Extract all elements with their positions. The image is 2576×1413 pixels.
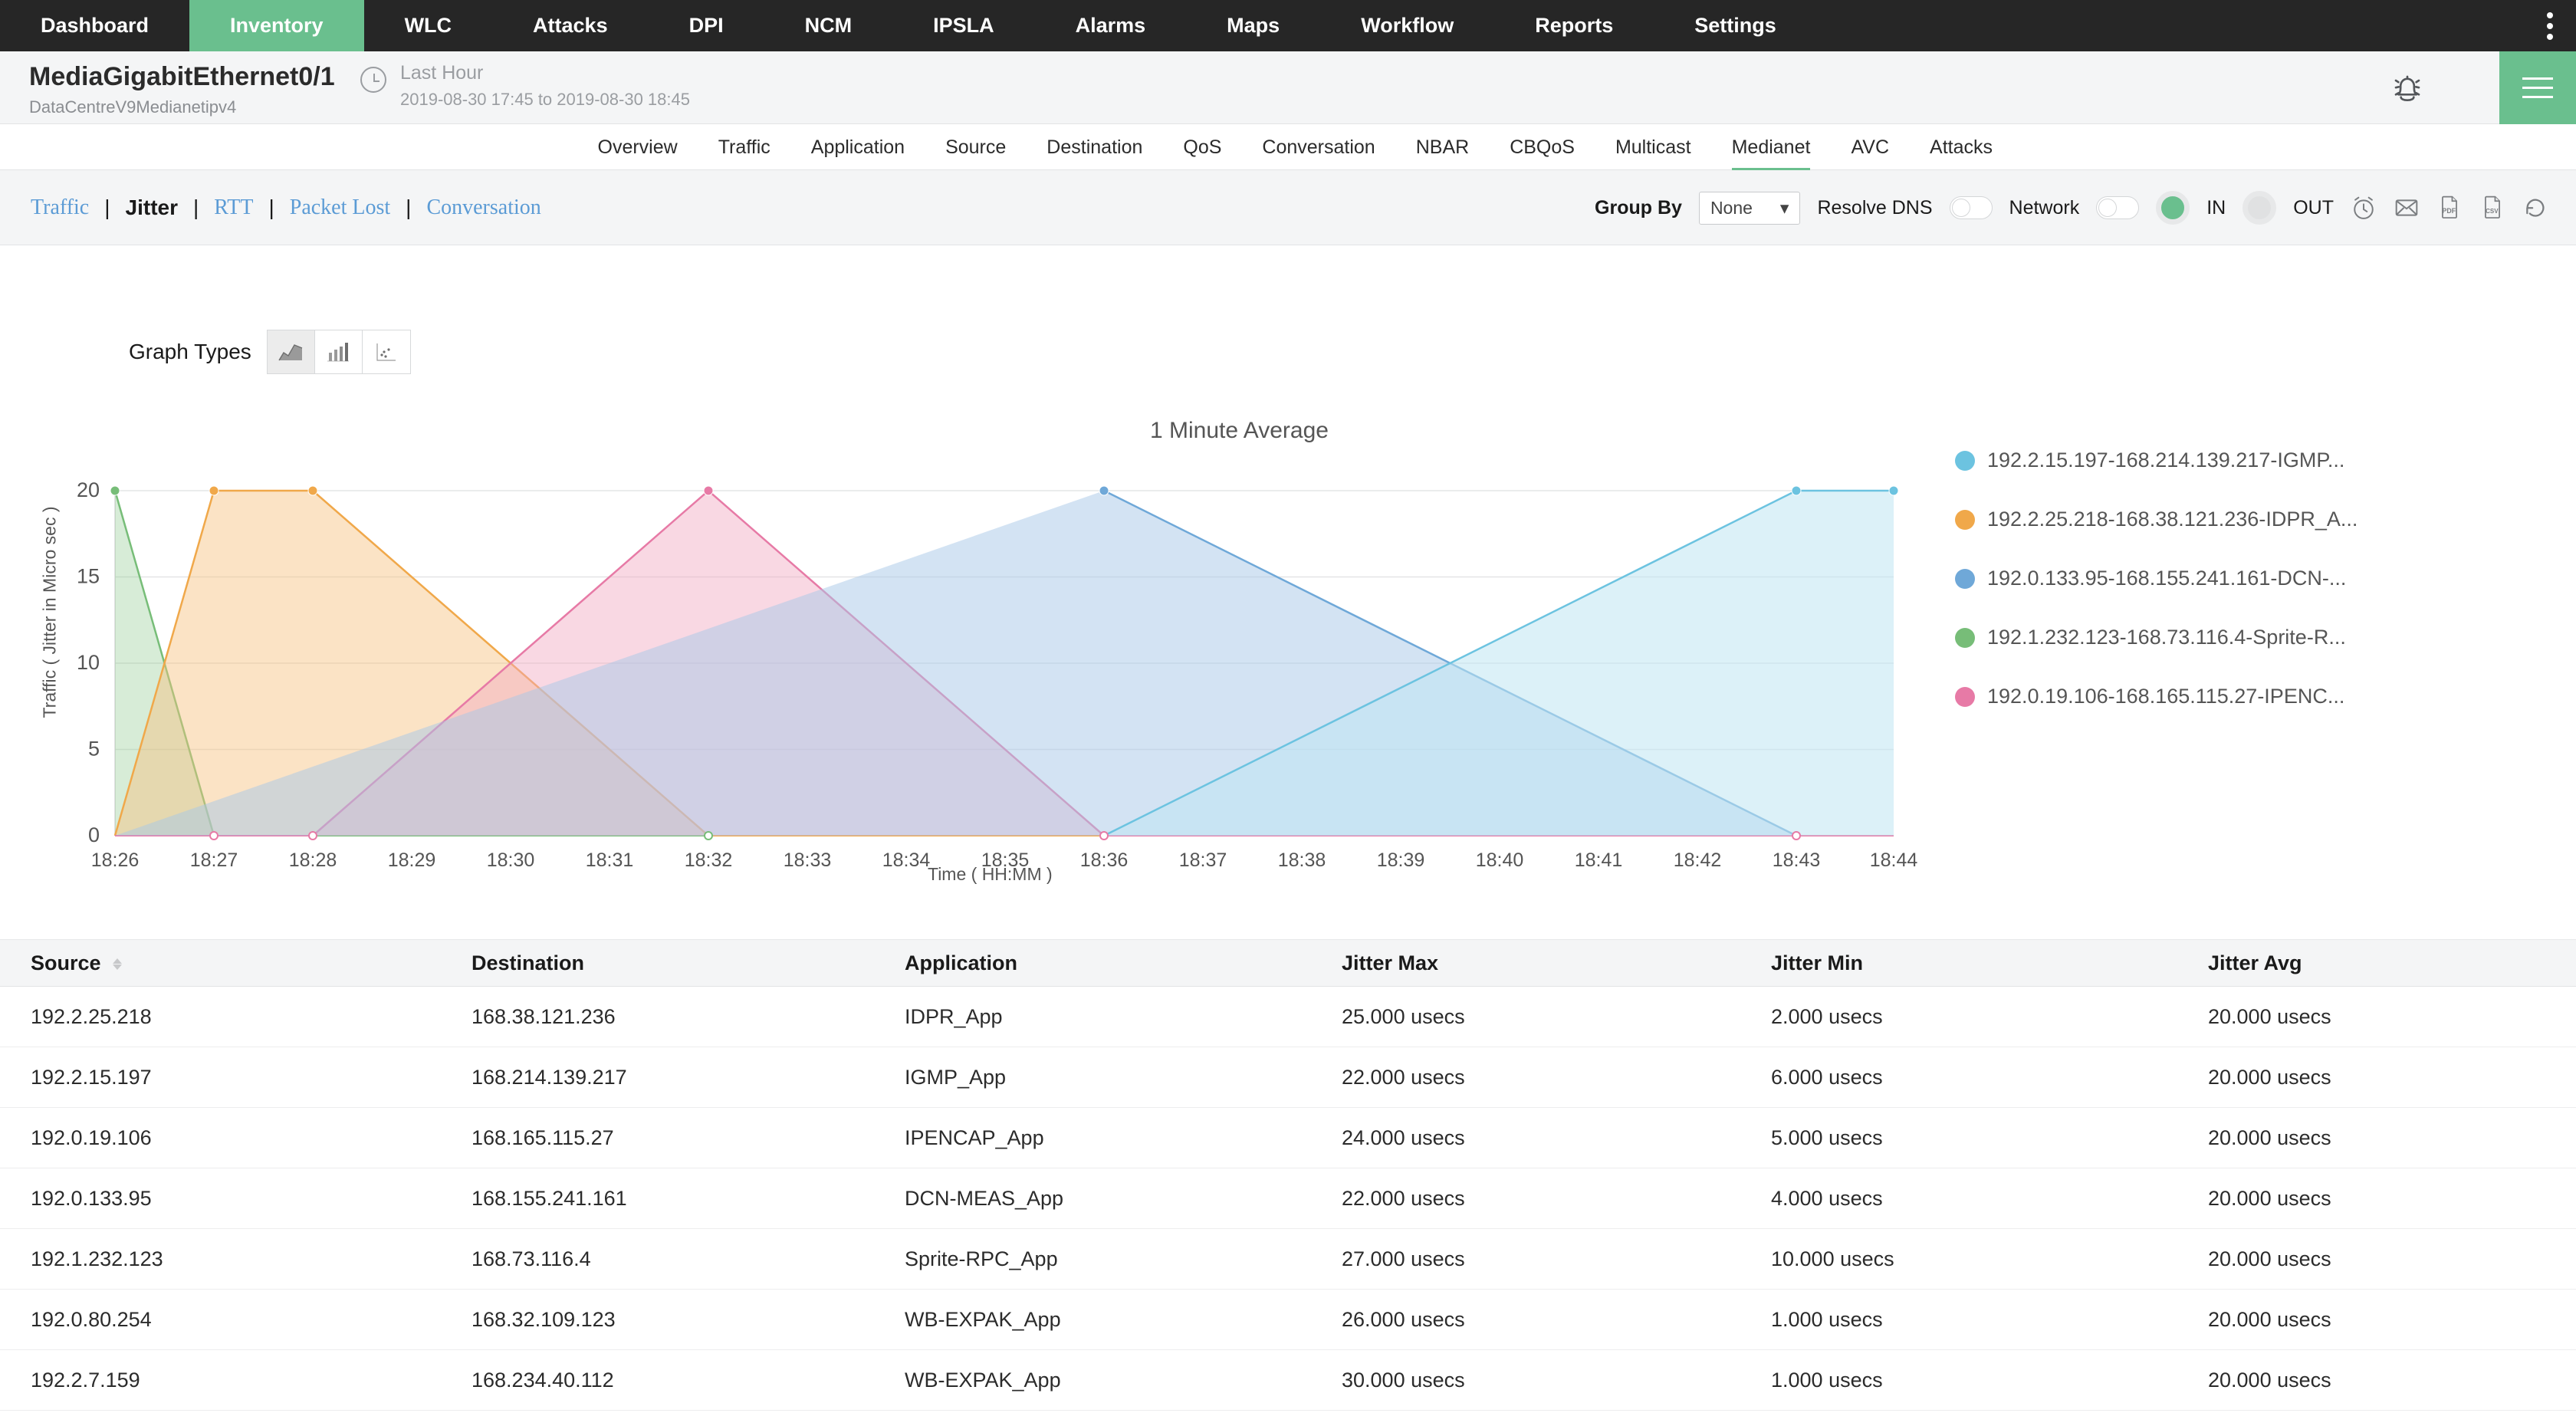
svg-text:18:28: 18:28 xyxy=(289,849,337,871)
svg-text:18:43: 18:43 xyxy=(1773,849,1821,871)
svg-text:18:27: 18:27 xyxy=(190,849,238,871)
svg-text:18:33: 18:33 xyxy=(784,849,832,871)
svg-text:18:36: 18:36 xyxy=(1080,849,1129,871)
svg-text:CSV: CSV xyxy=(2486,208,2499,215)
svg-text:5: 5 xyxy=(88,738,100,761)
svg-text:18:39: 18:39 xyxy=(1377,849,1425,871)
svg-text:18:40: 18:40 xyxy=(1476,849,1524,871)
svg-text:18:42: 18:42 xyxy=(1674,849,1722,871)
svg-text:18:41: 18:41 xyxy=(1575,849,1623,871)
svg-text:20: 20 xyxy=(77,478,100,501)
svg-text:10: 10 xyxy=(77,651,100,674)
svg-text:0: 0 xyxy=(88,823,100,846)
svg-text:15: 15 xyxy=(77,565,100,588)
svg-text:18:32: 18:32 xyxy=(685,849,733,871)
svg-text:18:31: 18:31 xyxy=(586,849,634,871)
svg-text:18:37: 18:37 xyxy=(1179,849,1227,871)
svg-text:18:26: 18:26 xyxy=(91,849,140,871)
svg-text:18:44: 18:44 xyxy=(1870,849,1918,871)
svg-text:18:30: 18:30 xyxy=(487,849,535,871)
svg-text:18:29: 18:29 xyxy=(388,849,436,871)
svg-text:18:34: 18:34 xyxy=(882,849,931,871)
svg-text:PDF: PDF xyxy=(2443,207,2456,215)
svg-text:18:38: 18:38 xyxy=(1278,849,1326,871)
